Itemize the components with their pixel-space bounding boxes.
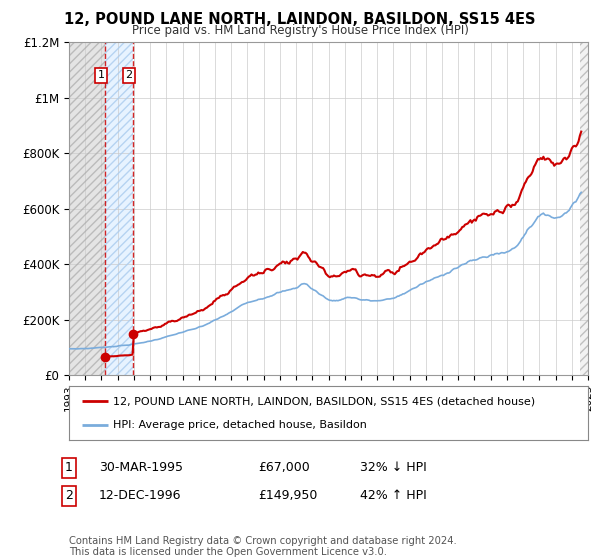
Bar	[69, 42, 106, 375]
Text: 12-DEC-1996: 12-DEC-1996	[99, 489, 182, 502]
Bar	[106, 42, 133, 375]
Text: 12, POUND LANE NORTH, LAINDON, BASILDON, SS15 4ES (detached house): 12, POUND LANE NORTH, LAINDON, BASILDON,…	[113, 396, 535, 407]
Bar	[69, 42, 106, 375]
Text: HPI: Average price, detached house, Basildon: HPI: Average price, detached house, Basi…	[113, 419, 367, 430]
Text: 1: 1	[65, 461, 73, 474]
Text: £67,000: £67,000	[258, 461, 310, 474]
Text: 2: 2	[65, 489, 73, 502]
Bar	[69, 42, 106, 375]
Text: 2: 2	[125, 71, 133, 80]
Text: 1: 1	[98, 71, 104, 80]
Bar	[106, 42, 133, 375]
Text: Contains HM Land Registry data © Crown copyright and database right 2024.
This d: Contains HM Land Registry data © Crown c…	[69, 535, 457, 557]
Text: Price paid vs. HM Land Registry's House Price Index (HPI): Price paid vs. HM Land Registry's House …	[131, 24, 469, 36]
Text: 12, POUND LANE NORTH, LAINDON, BASILDON, SS15 4ES: 12, POUND LANE NORTH, LAINDON, BASILDON,…	[64, 12, 536, 27]
Text: 42% ↑ HPI: 42% ↑ HPI	[360, 489, 427, 502]
Bar	[580, 42, 588, 375]
Text: £149,950: £149,950	[258, 489, 317, 502]
Text: 32% ↓ HPI: 32% ↓ HPI	[360, 461, 427, 474]
Bar	[580, 42, 588, 375]
Text: 30-MAR-1995: 30-MAR-1995	[99, 461, 183, 474]
